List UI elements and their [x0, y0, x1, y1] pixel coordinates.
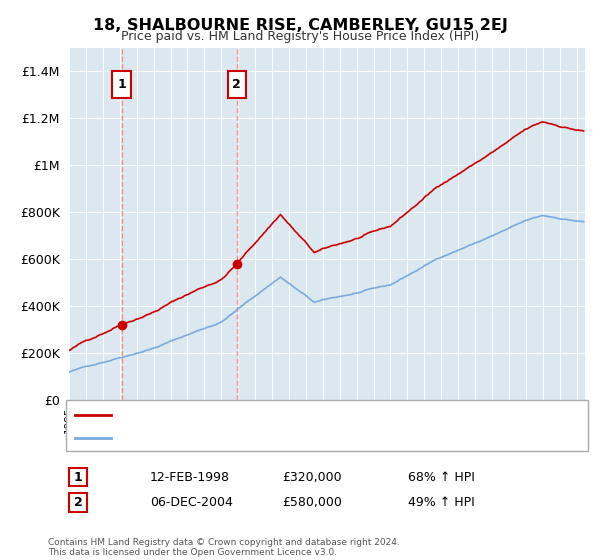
Text: 49% ↑ HPI: 49% ↑ HPI: [408, 496, 475, 509]
Text: £320,000: £320,000: [282, 470, 341, 484]
Text: 18, SHALBOURNE RISE, CAMBERLEY, GU15 2EJ: 18, SHALBOURNE RISE, CAMBERLEY, GU15 2EJ: [92, 18, 508, 33]
FancyBboxPatch shape: [227, 72, 246, 98]
Text: HPI: Average price, detached house, Surrey Heath: HPI: Average price, detached house, Surr…: [118, 433, 398, 443]
Text: 2: 2: [232, 78, 241, 91]
Text: 1: 1: [74, 470, 82, 484]
FancyBboxPatch shape: [112, 72, 131, 98]
Text: 1: 1: [118, 78, 126, 91]
Text: Price paid vs. HM Land Registry's House Price Index (HPI): Price paid vs. HM Land Registry's House …: [121, 30, 479, 43]
Text: Contains HM Land Registry data © Crown copyright and database right 2024.
This d: Contains HM Land Registry data © Crown c…: [48, 538, 400, 557]
Text: £580,000: £580,000: [282, 496, 342, 509]
Text: 68% ↑ HPI: 68% ↑ HPI: [408, 470, 475, 484]
Text: 18, SHALBOURNE RISE, CAMBERLEY, GU15 2EJ (detached house): 18, SHALBOURNE RISE, CAMBERLEY, GU15 2EJ…: [118, 409, 479, 419]
Text: 12-FEB-1998: 12-FEB-1998: [150, 470, 230, 484]
Text: 06-DEC-2004: 06-DEC-2004: [150, 496, 233, 509]
Text: 2: 2: [74, 496, 82, 509]
